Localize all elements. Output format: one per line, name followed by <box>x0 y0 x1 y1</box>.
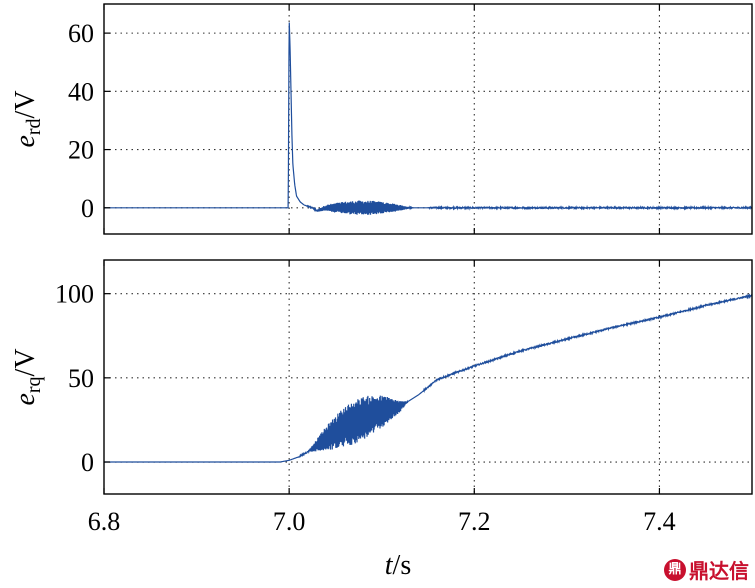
plot-frame-erd <box>103 3 753 235</box>
plot-frame-erq <box>103 259 753 495</box>
y-tick-label-erd-0: 0 <box>81 194 94 223</box>
x-tick-label-3: 7.4 <box>643 507 676 536</box>
y-tick-label-erd-1: 20 <box>68 136 94 165</box>
watermark: 鼎 鼎达信 <box>664 555 749 584</box>
series-line-erd <box>104 22 753 215</box>
y-tick-label-erq-1: 50 <box>68 364 94 393</box>
x-tick-label-0: 6.8 <box>88 507 121 536</box>
watermark-logo-icon: 鼎 <box>664 558 686 581</box>
bottom-panel-erq: 0 50 100 erq/V 6.8 7.0 7.2 7.4 t/s <box>10 259 753 581</box>
y-axis-label-erq: erq/V <box>10 348 45 405</box>
series-line-erq <box>104 293 753 463</box>
y-tick-label-erq-2: 100 <box>55 280 94 309</box>
y-tick-label-erq-0: 0 <box>81 448 94 477</box>
x-tick-label-2: 7.2 <box>458 507 491 536</box>
x-tick-label-1: 7.0 <box>273 507 306 536</box>
y-axis-label-erd: erd/V <box>10 90 45 147</box>
watermark-text: 鼎达信 <box>689 559 749 583</box>
x-axis-label: t/s <box>385 550 411 581</box>
y-tick-label-erd-3: 60 <box>68 19 94 48</box>
y-tick-label-erd-2: 40 <box>68 77 94 106</box>
top-panel-erd: 0 20 40 60 erd/V <box>10 3 753 235</box>
